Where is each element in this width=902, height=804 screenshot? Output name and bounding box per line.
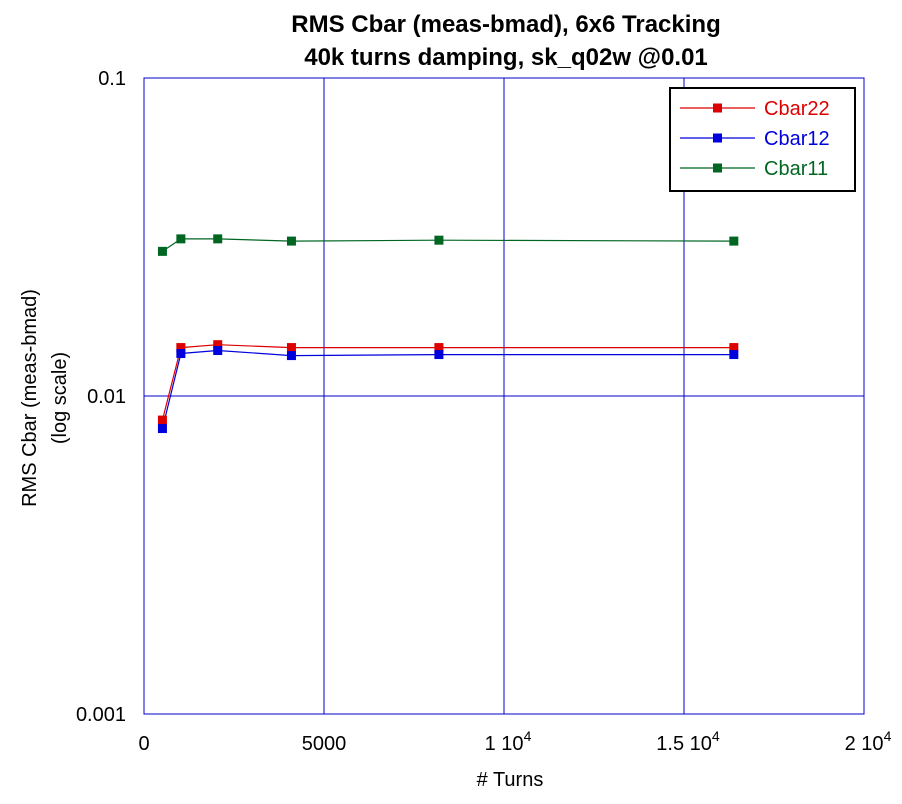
series-line-cbar11 <box>162 238 734 252</box>
legend-marker-cbar11 <box>713 163 722 173</box>
data-point-cbar22 <box>213 340 223 350</box>
data-point-cbar11 <box>729 236 739 246</box>
x-tick-label: 1.5 104 <box>656 728 720 755</box>
legend-label-cbar22: Cbar22 <box>764 98 830 120</box>
x-tick-label: 0 <box>138 733 149 755</box>
data-point-cbar22 <box>286 343 296 353</box>
data-point-cbar22 <box>434 343 444 353</box>
x-tick-label: 1 104 <box>485 728 532 755</box>
chart-title: RMS Cbar (meas-bmad), 6x6 Tracking <box>291 11 720 38</box>
data-point-cbar12 <box>157 424 167 434</box>
data-point-cbar12 <box>729 350 739 360</box>
data-point-cbar11 <box>213 234 223 244</box>
chart-subtitle: 40k turns damping, sk_q02w @0.01 <box>304 44 708 71</box>
legend-label-cbar11: Cbar11 <box>764 158 828 180</box>
y-axis-label: RMS Cbar (meas-bmad) <box>19 289 41 507</box>
data-point-cbar12 <box>213 346 223 356</box>
y-tick-labels: 0.1 0.01 0.001 <box>76 68 126 726</box>
x-tick-label: 2 104 <box>845 728 892 755</box>
data-point-cbar12 <box>176 349 186 359</box>
x-tick-label: 5000 <box>302 733 347 755</box>
y-axis-label-group: RMS Cbar (meas-bmad) <box>19 289 41 507</box>
y-axis-label-group-2: (log scale) <box>49 352 71 444</box>
x-tick-labels: 0 5000 1 104 1.5 104 2 104 <box>138 728 891 755</box>
data-point-cbar22 <box>176 343 186 353</box>
data-point-cbar12 <box>434 350 444 360</box>
y-tick-label: 0.01 <box>87 386 126 408</box>
y-axis-label-scale: (log scale) <box>49 352 71 444</box>
legend-box <box>669 87 856 192</box>
series-line-cbar22 <box>161 344 734 421</box>
legend-marker-cbar12 <box>713 133 722 143</box>
data-point-cbar11 <box>176 234 186 244</box>
data-point-cbar11 <box>157 246 167 256</box>
legend-label-cbar12: Cbar12 <box>764 128 830 150</box>
series-points <box>157 234 739 434</box>
data-point-cbar22 <box>157 415 167 425</box>
x-axis-label: # Turns <box>477 769 544 791</box>
series-lines <box>161 238 734 429</box>
legend-marker-cbar22 <box>713 103 722 113</box>
series-line-cbar12 <box>161 349 734 429</box>
data-point-cbar11 <box>434 235 444 245</box>
data-point-cbar11 <box>286 236 296 246</box>
data-point-cbar12 <box>286 351 296 361</box>
y-tick-label: 0.1 <box>98 68 126 90</box>
y-tick-label: 0.001 <box>76 704 126 726</box>
legend: Cbar22 Cbar12 Cbar11 <box>669 87 856 192</box>
plot-area <box>143 77 865 715</box>
grid <box>144 78 864 714</box>
data-point-cbar22 <box>729 343 739 353</box>
